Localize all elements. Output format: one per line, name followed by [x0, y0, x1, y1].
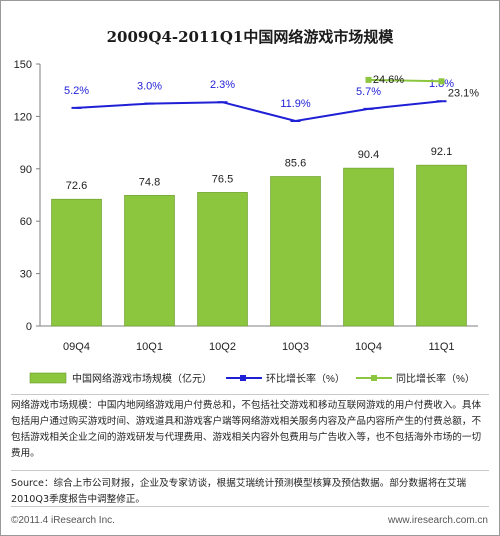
- bar-value-label: 92.1: [431, 146, 452, 158]
- qoq-value-label: 11.9%: [280, 98, 311, 110]
- x-tick-label: 09Q4: [63, 341, 90, 353]
- definition-note: 网络游戏市场规模：中国内地网络游戏用户付费总和，不包括社交游戏和移动互联网游戏的…: [11, 400, 482, 459]
- bar-value-label: 90.4: [358, 149, 379, 161]
- yoy-point-marker: [438, 78, 445, 85]
- qoq-value-label: 3.0%: [137, 81, 162, 93]
- x-tick-label: 10Q1: [136, 341, 163, 353]
- qoq-value-label: 2.3%: [210, 79, 235, 91]
- x-tick-label: 10Q4: [355, 341, 382, 353]
- y-tick-label: 60: [20, 216, 32, 228]
- y-tick-label: 0: [26, 321, 32, 333]
- bar-value-label: 74.8: [139, 176, 160, 188]
- legend-marker-yoy: [371, 375, 377, 381]
- x-tick-label: 10Q3: [282, 341, 309, 353]
- y-tick-label: 30: [20, 269, 32, 281]
- y-tick-label: 120: [14, 111, 32, 123]
- divider-bottom: [11, 506, 489, 507]
- legend-label-yoy: 同比增长率（%）: [396, 372, 475, 385]
- source-note: Source：综合上市公司财报，企业及专家访谈，根据艾瑞统计预测模型核算及预估数…: [11, 478, 467, 505]
- x-tick-label: 11Q1: [428, 341, 454, 353]
- copyright-text: ©2011.4 iResearch Inc.: [11, 515, 115, 526]
- qoq-value-label: 5.2%: [64, 85, 89, 97]
- bar: [416, 164, 467, 327]
- qoq-value-label: 5.7%: [356, 86, 381, 98]
- bar-value-label: 85.6: [285, 157, 306, 169]
- bar-value-label: 76.5: [212, 173, 233, 185]
- yoy-point-marker: [365, 76, 372, 83]
- legend-label-qoq: 环比增长率（%）: [266, 372, 345, 385]
- bar: [197, 192, 248, 327]
- bar: [51, 198, 102, 327]
- yoy-growth-line: [368, 78, 442, 83]
- yoy-value-label: 24.6%: [373, 74, 404, 86]
- bar: [124, 195, 175, 327]
- legend-marker-qoq: [240, 375, 246, 381]
- x-tick-label: 10Q2: [209, 341, 236, 353]
- chart-title: 2009Q4-2011Q1中国网络游戏市场规模: [106, 28, 394, 46]
- website-text: www.iresearch.com.cn: [387, 515, 488, 526]
- divider-top: [11, 394, 489, 395]
- yoy-value-label: 23.1%: [448, 87, 479, 99]
- legend-swatch-bar: [29, 372, 67, 384]
- y-tick-label: 90: [20, 164, 32, 176]
- bar: [270, 176, 321, 327]
- legend-label-bar: 中国网络游戏市场规模（亿元）: [72, 372, 212, 385]
- qoq-growth-line: [76, 100, 442, 123]
- y-tick-label: 150: [14, 59, 32, 71]
- bar-value-label: 72.6: [66, 180, 87, 192]
- bar: [343, 167, 394, 327]
- divider-middle: [11, 470, 489, 471]
